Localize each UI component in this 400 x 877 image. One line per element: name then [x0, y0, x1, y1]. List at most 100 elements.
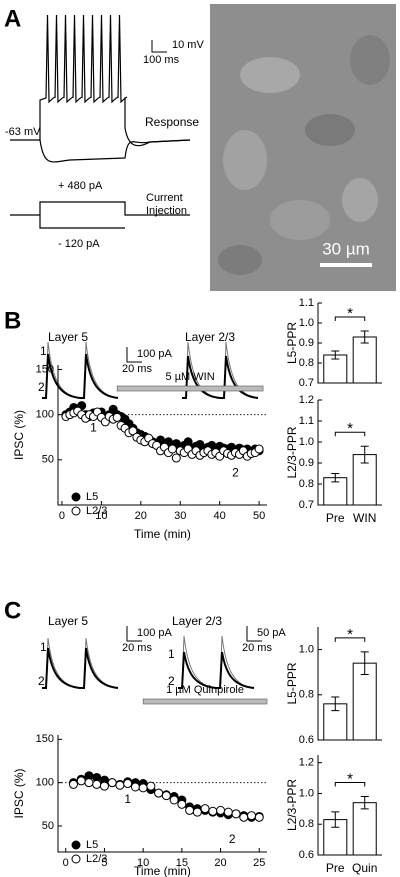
trace-title: Layer 2/3 [185, 330, 235, 344]
trace-label: 1 [40, 344, 47, 358]
y-tick-label: 0.8 [299, 818, 314, 830]
y-tick-label: 50 [42, 454, 54, 466]
y-tick-label: 100 [36, 409, 54, 421]
scale-label: 50 pA [257, 627, 286, 639]
y-tick-label: 1.0 [299, 317, 314, 329]
legend-marker [71, 492, 81, 502]
x-tick-label: WIN [353, 511, 376, 525]
y-tick-label: 0.9 [299, 457, 314, 469]
data-point [115, 780, 125, 790]
data-point [68, 779, 78, 789]
data-point [239, 812, 249, 822]
scale-label: 20 ms [242, 642, 272, 654]
x-axis-label: Time (min) [134, 864, 191, 877]
y-axis-label: L2/3-PPR [285, 426, 299, 478]
y-axis-label: L5-PPR [285, 662, 299, 704]
data-point [130, 782, 140, 792]
error-bar [331, 696, 340, 712]
x-tick-label: 25 [253, 857, 265, 869]
error-bar [331, 811, 340, 828]
x-tick-label: Quin [352, 861, 377, 875]
scale-bar [126, 626, 142, 642]
scale-bar [126, 347, 142, 363]
data-point [208, 806, 218, 816]
annotation: 2 [229, 832, 236, 846]
data-point [231, 809, 241, 819]
trace-title: Layer 2/3 [172, 614, 222, 628]
y-tick-label: 0.6 [299, 849, 314, 861]
panel-letter: B [4, 307, 21, 334]
trace-label: Injection [146, 205, 187, 217]
scale-label: 10 mV [172, 39, 204, 51]
legend-label: L5 [86, 491, 98, 503]
error-bar [360, 651, 369, 675]
y-tick-label: 150 [36, 733, 54, 745]
y-tick-label: 1.0 [299, 436, 314, 448]
data-point [169, 795, 179, 805]
significance-label: * [347, 771, 353, 788]
current-label: - 120 pA [58, 238, 100, 250]
y-tick-label: 50 [42, 820, 54, 832]
data-point [185, 805, 195, 815]
data-point [76, 776, 86, 786]
y-tick-label: 0.7 [299, 499, 314, 511]
data-point [223, 807, 233, 817]
y-tick-label: 0.9 [299, 337, 314, 349]
resting-label: -63 mV [5, 126, 41, 138]
x-tick-label: 10 [137, 857, 149, 869]
axis [57, 735, 267, 853]
y-axis-label: L5-PPR [285, 322, 299, 364]
significance-bracket [334, 637, 366, 642]
ipsc-trace [42, 353, 119, 399]
trace-label: 2 [38, 674, 45, 688]
axis [57, 365, 267, 506]
significance-label: * [347, 305, 353, 322]
drug-label: 1 µM Quinpirole [166, 684, 244, 696]
y-tick-label: 1.2 [299, 394, 314, 406]
legend-label: L5 [86, 839, 98, 851]
error-bar [331, 473, 340, 483]
annotation: 2 [232, 466, 239, 480]
y-axis-label: IPSC (%) [12, 410, 26, 460]
error-bar [360, 330, 369, 344]
scale-bar [246, 626, 262, 642]
x-tick-label: 50 [253, 510, 265, 522]
data-point [254, 812, 264, 822]
y-axis-label: IPSC (%) [12, 768, 26, 818]
voltage-trace [10, 14, 191, 147]
data-point [112, 412, 122, 422]
y-axis-label: L2/3-PPR [285, 779, 299, 831]
y-tick-label: 0.6 [299, 734, 314, 746]
x-tick-label: 5 [101, 857, 107, 869]
legend-marker [71, 506, 81, 516]
data-point [138, 783, 148, 793]
trace-label: 2 [168, 674, 175, 688]
ipsc-trace [42, 647, 119, 689]
y-tick-label: 150 [36, 363, 54, 375]
legend-label: L2/3 [86, 505, 107, 517]
voltage-trace [39, 139, 191, 163]
trace-label: Response [145, 115, 199, 129]
data-point [254, 444, 264, 454]
significance-label: * [347, 626, 353, 643]
trace-title: Layer 5 [48, 614, 88, 628]
y-tick-label: 0.8 [299, 689, 314, 701]
legend-label: L2/3 [86, 853, 107, 865]
error-bar [360, 445, 369, 464]
data-point [192, 807, 202, 817]
scale-label: 20 ms [122, 642, 152, 654]
data-point [171, 453, 181, 463]
scale-label: 100 pA [137, 627, 173, 639]
data-point [84, 778, 94, 788]
data-point [200, 804, 210, 814]
scale-label: 100 ms [143, 54, 180, 66]
annotation: 1 [124, 792, 131, 806]
legend-marker [71, 854, 81, 864]
scale-label: 100 pA [137, 348, 173, 360]
annotation: 1 [90, 420, 97, 434]
image-scale: 30 µm [322, 239, 370, 258]
trace-title: Layer 5 [48, 330, 88, 344]
error-bar [331, 350, 340, 360]
data-point [107, 778, 117, 788]
